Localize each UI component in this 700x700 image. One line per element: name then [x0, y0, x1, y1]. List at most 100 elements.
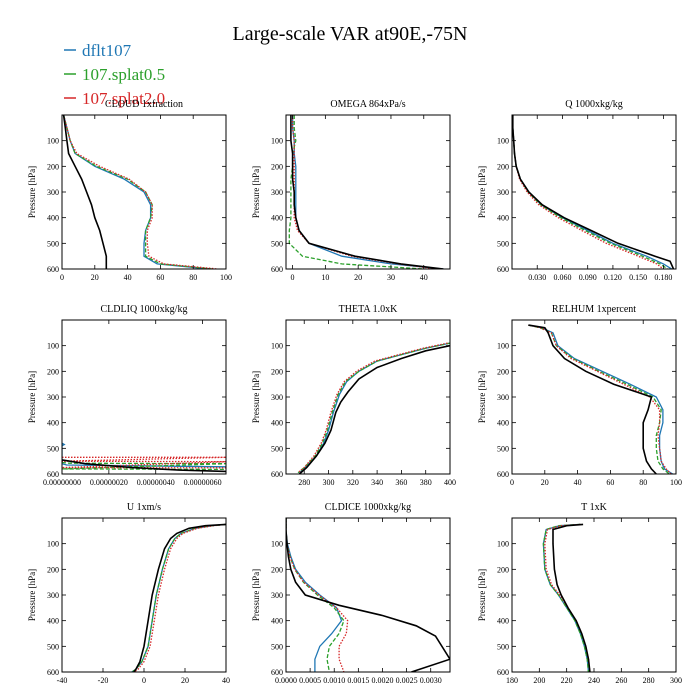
y-axis-label: Pressure [hPa]	[251, 569, 261, 621]
y-tick-label: 300	[271, 591, 283, 600]
legend-label: 107.splat2.0	[82, 89, 165, 108]
x-tick-label: 0.030	[528, 273, 546, 282]
x-tick-label: 0.0020	[371, 676, 393, 685]
y-axis-label: Pressure [hPa]	[27, 569, 37, 621]
series-line-reference	[298, 344, 450, 474]
plot-frame	[285, 319, 451, 475]
y-tick-label: 600	[497, 668, 509, 677]
y-tick-label: 600	[271, 470, 283, 479]
panel-title: CLDLIQ 1000xkg/kg	[101, 304, 188, 315]
y-tick-label: 300	[271, 188, 283, 197]
x-tick-label: 0.00000000	[43, 478, 81, 487]
series-line-107-splat2-0	[133, 523, 226, 672]
y-tick-label: 400	[47, 214, 59, 223]
y-tick-label: 400	[497, 214, 509, 223]
y-tick-label: 600	[497, 265, 509, 274]
x-tick-label: 280	[643, 676, 655, 685]
series-line-107-splat0-5	[542, 523, 590, 672]
y-tick-label: 200	[271, 162, 283, 171]
y-tick-label: 400	[497, 617, 509, 626]
legend-label: 107.splat0.5	[82, 65, 165, 84]
x-tick-label: 0.00000020	[90, 478, 128, 487]
panel-title: CLDICE 1000xkg/kg	[325, 502, 411, 513]
panel-title: THETA 1.0xK	[339, 304, 398, 315]
x-tick-label: 40	[124, 273, 132, 282]
x-tick-label: 0.060	[553, 273, 571, 282]
y-tick-label: 400	[47, 617, 59, 626]
y-axis-label: Pressure [hPa]	[477, 166, 487, 218]
x-tick-label: 0.0005	[299, 676, 321, 685]
y-tick-label: 200	[497, 565, 509, 574]
figure-title: Large-scale VAR at90E,-75N	[233, 23, 468, 45]
y-tick-label: 100	[271, 137, 283, 146]
panel: U 1xm/s 100 200 300 400 500 600-40 -20 0 20 40 Pres…	[27, 502, 230, 685]
series-line-reference	[528, 324, 657, 474]
y-tick-label: 600	[271, 265, 283, 274]
series-line-dflt107	[542, 523, 590, 672]
series-line-107-splat2-0	[512, 115, 664, 269]
x-tick-label: 0	[60, 273, 64, 282]
series-line-dflt107	[62, 115, 210, 269]
y-tick-label: 500	[497, 444, 509, 453]
legend: dflt107 107.splat0.5 107.splat2.0	[64, 41, 165, 108]
series-line-dflt107	[62, 442, 226, 468]
panel-title: OMEGA 864xPa/s	[330, 99, 405, 110]
series-line-107-splat0-5	[286, 518, 345, 672]
panel: OMEGA 864xPa/s 100 200 300 400 500 600 0 10 20 30 4…	[251, 99, 451, 282]
x-tick-label: 320	[347, 478, 359, 487]
series-line-dflt107	[286, 518, 343, 672]
y-tick-label: 500	[47, 239, 59, 248]
series-line-reference	[290, 115, 444, 269]
x-tick-label: 80	[639, 478, 647, 487]
series-line-107-splat0-5	[512, 115, 668, 269]
x-tick-label: 80	[189, 273, 197, 282]
y-tick-label: 300	[497, 188, 509, 197]
x-tick-label: 0.0000	[275, 676, 297, 685]
series-line-107-splat0-5	[288, 115, 424, 269]
x-tick-label: 0.0010	[323, 676, 345, 685]
series-line-reference	[62, 459, 226, 473]
x-tick-label: 60	[606, 478, 614, 487]
y-tick-label: 400	[271, 617, 283, 626]
series-line-dflt107	[528, 324, 674, 474]
y-tick-label: 600	[271, 668, 283, 677]
panel-title: T 1xK	[581, 502, 607, 513]
y-tick-label: 600	[47, 265, 59, 274]
x-tick-label: 0	[291, 273, 295, 282]
x-tick-label: 20	[91, 273, 99, 282]
x-tick-label: 0.150	[629, 273, 647, 282]
series-line-dflt107	[298, 342, 450, 474]
y-axis-label: Pressure [hPa]	[251, 371, 261, 423]
y-tick-label: 400	[47, 419, 59, 428]
y-tick-label: 200	[497, 162, 509, 171]
x-tick-label: 220	[561, 676, 573, 685]
y-tick-label: 200	[497, 367, 509, 376]
y-tick-label: 400	[271, 419, 283, 428]
x-tick-label: 340	[371, 478, 383, 487]
y-tick-label: 100	[271, 540, 283, 549]
y-tick-label: 500	[47, 642, 59, 651]
series-line-reference	[286, 518, 450, 672]
panel: Q 1000xkg/kg 100 200 300 400 500 600 0.030 0.060…	[477, 99, 677, 282]
y-tick-label: 100	[47, 137, 59, 146]
x-tick-label: 0.180	[654, 273, 672, 282]
panel: CLDLIQ 1000xkg/kg1002003004005006000.000…	[27, 304, 227, 487]
x-tick-label: 10	[321, 273, 329, 282]
y-tick-label: 600	[497, 470, 509, 479]
series-line-107-splat2-0	[528, 324, 672, 474]
series-line-107-splat2-0	[62, 115, 218, 269]
series-group	[297, 342, 450, 474]
series-line-107-splat2-0	[291, 115, 437, 269]
y-tick-label: 500	[47, 444, 59, 453]
plot-frame	[285, 517, 451, 673]
x-tick-label: 0.00000060	[184, 478, 222, 487]
y-axis-label: Pressure [hPa]	[477, 569, 487, 621]
series-group	[62, 115, 218, 269]
y-tick-label: 600	[47, 470, 59, 479]
y-tick-label: 100	[47, 540, 59, 549]
x-tick-label: 400	[444, 478, 456, 487]
x-tick-label: 20	[541, 478, 549, 487]
